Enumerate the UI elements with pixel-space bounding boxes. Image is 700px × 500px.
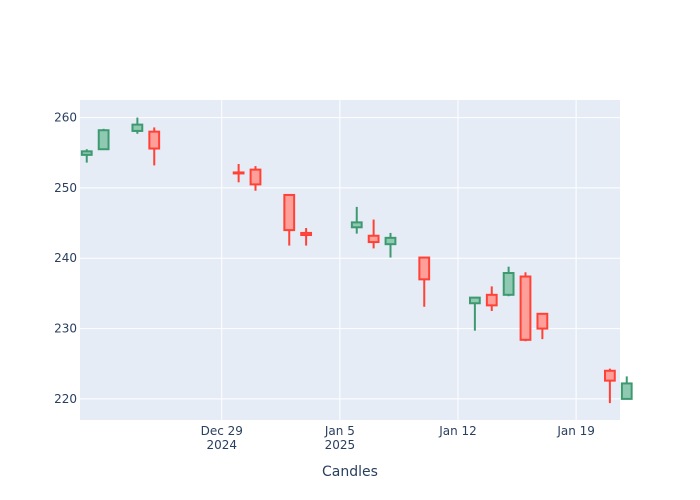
candle-body — [603, 369, 616, 382]
candle-body — [536, 312, 549, 330]
x-tick-label: Dec 29 — [201, 424, 243, 438]
x-tick-label: Jan 12 — [438, 424, 477, 438]
candle-decreasing — [603, 368, 616, 404]
candle-body — [620, 382, 633, 400]
grid-lines — [80, 100, 620, 420]
candle-body — [148, 130, 161, 150]
candle-body — [519, 275, 532, 341]
candle-increasing — [620, 376, 633, 400]
x-axis-title: Candles — [322, 464, 378, 480]
candle-decreasing — [418, 256, 431, 307]
candle-increasing — [80, 149, 93, 163]
candle-decreasing — [485, 286, 498, 311]
candle-decreasing — [519, 272, 532, 342]
candle-body — [485, 293, 498, 307]
y-tick-label: 240 — [54, 251, 77, 265]
candle-body — [249, 168, 262, 186]
candle-increasing — [384, 232, 397, 258]
candle-decreasing — [232, 164, 245, 183]
x-tick-label: Jan 19 — [556, 424, 595, 438]
candle-body — [283, 193, 296, 232]
y-axis-ticks: 220 230 240 250 260 — [54, 111, 77, 406]
candles — [80, 117, 633, 404]
candle-increasing — [131, 117, 144, 134]
candle-body — [502, 272, 515, 296]
candle-body — [350, 221, 363, 229]
candle-decreasing — [300, 228, 313, 246]
candle-decreasing — [148, 127, 161, 166]
y-tick-label: 220 — [54, 392, 77, 406]
candle-increasing — [350, 206, 363, 234]
candle-body — [131, 123, 144, 132]
candle-body — [384, 236, 397, 246]
y-tick-label: 250 — [54, 181, 77, 195]
candle-increasing — [502, 266, 515, 297]
x-tick-year-label: 2024 — [206, 438, 237, 452]
candle-decreasing — [283, 193, 296, 246]
candle-increasing — [468, 296, 481, 331]
candle-body — [232, 171, 245, 175]
y-tick-label: 230 — [54, 322, 77, 336]
candle-body — [97, 129, 110, 151]
candle-body — [367, 234, 380, 244]
candle-body — [418, 256, 431, 281]
candle-decreasing — [367, 219, 380, 249]
candle-decreasing — [249, 166, 262, 191]
candle-increasing — [97, 128, 110, 151]
x-tick-label: Jan 5 — [324, 424, 355, 438]
x-tick-year-label: 2025 — [325, 438, 356, 452]
candle-decreasing — [536, 312, 549, 340]
candle-body — [468, 296, 481, 305]
candle-body — [300, 231, 313, 237]
plot-area — [80, 100, 620, 420]
y-tick-label: 260 — [54, 111, 77, 125]
candle-body — [80, 150, 93, 156]
